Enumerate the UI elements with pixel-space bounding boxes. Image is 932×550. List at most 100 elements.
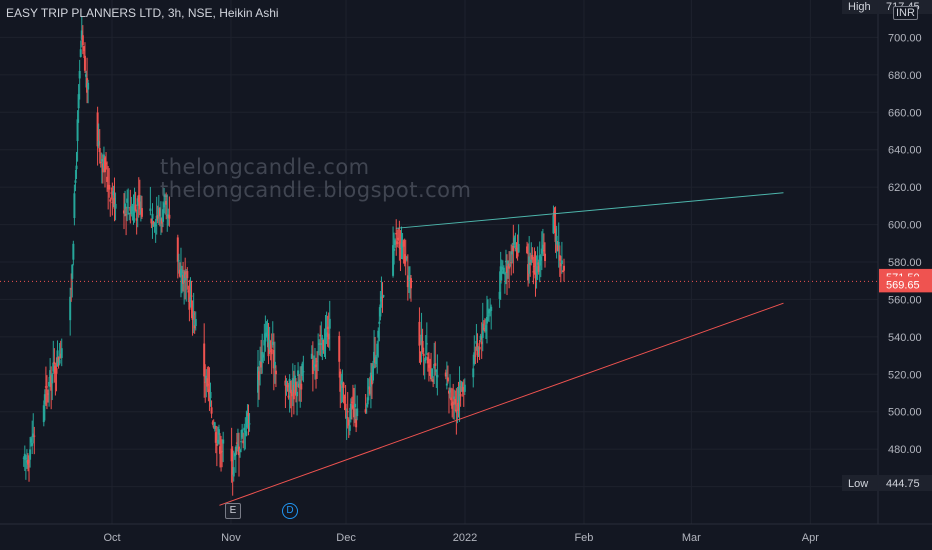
- candle-body: [487, 315, 490, 317]
- trendlines: [219, 192, 784, 506]
- candle-body: [537, 262, 540, 272]
- candle-body: [369, 372, 372, 387]
- candle-body: [484, 325, 487, 332]
- candle-body: [355, 418, 358, 428]
- candle-body: [274, 370, 277, 375]
- candle-body: [451, 403, 454, 409]
- candle-body: [129, 206, 132, 211]
- support-trendline: [219, 302, 784, 506]
- candle-body: [154, 224, 157, 226]
- candle-body: [71, 264, 74, 279]
- candle-body: [32, 433, 35, 438]
- candle-body: [140, 208, 143, 217]
- candle-body: [354, 403, 357, 408]
- candle-body: [419, 351, 422, 353]
- time-axis-bg[interactable]: [0, 524, 932, 550]
- price-tick-label: 700.00: [888, 32, 922, 44]
- candle-body: [74, 180, 77, 183]
- candle-body: [436, 375, 439, 378]
- candle-body: [160, 218, 163, 224]
- candle-body: [403, 254, 406, 264]
- dividend-event-icon[interactable]: D: [282, 503, 298, 519]
- candle-body: [392, 245, 395, 276]
- candle-body: [75, 165, 78, 170]
- candle-body: [554, 228, 557, 242]
- candle-body: [102, 154, 105, 169]
- candle-body: [339, 371, 342, 392]
- price-tick-label: 580.00: [888, 257, 922, 269]
- candle-body: [127, 207, 130, 209]
- candle-body: [262, 354, 265, 358]
- candle-body: [394, 240, 397, 245]
- candle-body: [425, 343, 428, 345]
- candle-body: [267, 342, 270, 357]
- candle-body: [247, 413, 250, 416]
- candle-body: [219, 446, 222, 454]
- candle-body: [299, 379, 302, 388]
- candle-body: [316, 360, 319, 362]
- candle-body: [217, 429, 220, 435]
- earnings-event-icon[interactable]: E: [225, 503, 241, 519]
- candle-body: [374, 357, 377, 363]
- price-tick-label: 600.00: [888, 220, 922, 232]
- candle-body: [536, 262, 539, 265]
- candle-body: [133, 209, 136, 213]
- candle-body: [476, 343, 479, 356]
- candle-body: [349, 403, 352, 419]
- candle-body: [300, 383, 303, 390]
- last-price-badge: 569.65: [879, 276, 932, 293]
- candle-body: [291, 378, 294, 393]
- candle-body: [376, 343, 379, 356]
- candle-body: [213, 422, 216, 430]
- resistance-trendline: [395, 192, 784, 229]
- candle-body: [69, 296, 72, 321]
- candle-body: [424, 356, 427, 361]
- candle-body: [78, 70, 81, 79]
- candle-body: [302, 371, 305, 373]
- candle-body: [432, 379, 435, 382]
- candle-body: [475, 340, 478, 344]
- candle-body: [477, 346, 480, 351]
- candle-body: [33, 435, 36, 437]
- candle-body: [221, 451, 224, 453]
- price-axis-bg[interactable]: [878, 0, 932, 524]
- candle-body: [382, 295, 385, 297]
- candle-body: [152, 221, 155, 225]
- candle-body: [50, 375, 53, 391]
- candle-body: [23, 453, 26, 460]
- candle-body: [418, 321, 421, 346]
- candle-body: [455, 409, 458, 413]
- candle-body: [514, 245, 517, 247]
- candle-body: [22, 457, 25, 459]
- candle-body: [204, 381, 207, 383]
- candle-body: [55, 368, 58, 374]
- candle-body: [181, 270, 184, 274]
- candle-body: [256, 366, 259, 393]
- candle-body: [83, 55, 86, 71]
- candle-body: [530, 259, 533, 263]
- candle-body: [270, 348, 273, 355]
- candle-body: [294, 381, 297, 396]
- candle-body: [504, 260, 507, 263]
- candle-body: [529, 262, 532, 265]
- candle-body: [60, 348, 63, 358]
- candle-body: [216, 439, 219, 444]
- candle-body: [265, 332, 268, 335]
- candle-body: [404, 256, 407, 260]
- candle-body: [80, 30, 83, 40]
- candle-body: [531, 254, 534, 260]
- candle-body: [322, 339, 325, 350]
- candle-body: [512, 245, 515, 252]
- candle-body: [210, 407, 213, 414]
- candle-body: [87, 82, 90, 90]
- low-badge-value: 444.75: [886, 478, 920, 490]
- candle-body: [407, 279, 410, 282]
- candle-body: [138, 201, 141, 210]
- candle-body: [47, 393, 50, 395]
- candle-body: [423, 360, 426, 362]
- currency-label[interactable]: INR: [893, 6, 918, 20]
- candle-body: [103, 157, 106, 173]
- candle-body: [167, 214, 170, 219]
- candle-body: [422, 353, 425, 356]
